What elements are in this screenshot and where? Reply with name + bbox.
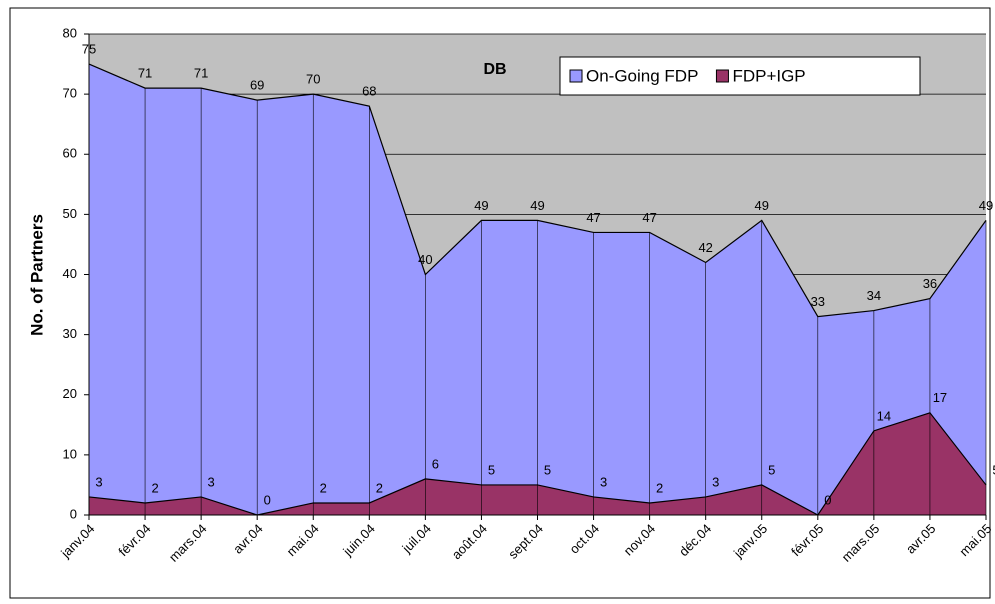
data-label: 47	[642, 210, 656, 225]
data-label: 2	[376, 480, 383, 495]
data-label: 71	[194, 66, 208, 81]
y-tick-label: 80	[63, 25, 77, 40]
data-label: 0	[264, 492, 271, 507]
data-label: 49	[979, 198, 993, 213]
data-label: 33	[811, 294, 825, 309]
data-label: 2	[151, 480, 158, 495]
data-label: 36	[923, 276, 937, 291]
data-label: 14	[877, 408, 891, 423]
data-label: 49	[474, 198, 488, 213]
data-label: 5	[768, 462, 775, 477]
area-outline	[88, 63, 987, 318]
y-tick-label: 30	[63, 326, 77, 341]
data-label: 2	[656, 480, 663, 495]
data-label: 71	[138, 66, 152, 81]
chart-title: DB	[483, 61, 506, 78]
y-tick-label: 0	[70, 506, 77, 521]
data-label: 68	[362, 84, 376, 99]
data-label: 5	[992, 462, 995, 477]
data-label: 3	[712, 474, 719, 489]
data-label: 0	[824, 492, 831, 507]
data-label: 17	[933, 390, 947, 405]
data-label: 69	[250, 78, 264, 93]
legend	[559, 56, 921, 96]
data-label: 42	[698, 240, 712, 255]
data-label: 49	[755, 198, 769, 213]
data-label: 34	[867, 288, 881, 303]
legend-swatch	[715, 69, 729, 83]
y-tick-label: 50	[63, 206, 77, 221]
y-tick-label: 10	[63, 446, 77, 461]
legend-swatch	[569, 69, 583, 83]
data-label: 3	[600, 474, 607, 489]
data-label: 5	[544, 462, 551, 477]
data-label: 2	[320, 480, 327, 495]
y-tick-label: 60	[63, 146, 77, 161]
legend-label: On-Going FDP	[586, 66, 698, 85]
data-label: 6	[432, 456, 439, 471]
data-label: 47	[586, 210, 600, 225]
data-label: 5	[488, 462, 495, 477]
data-label: 40	[418, 252, 432, 267]
legend-label: FDP+IGP	[732, 66, 805, 85]
y-axis-label: No. of Partners	[27, 214, 46, 336]
y-tick-label: 20	[63, 386, 77, 401]
data-label: 70	[306, 72, 320, 87]
y-tick-label: 70	[63, 86, 77, 101]
legend-items: On-Going FDP FDP+IGP	[569, 66, 806, 85]
data-label: 49	[530, 198, 544, 213]
y-tick-label: 40	[63, 266, 77, 281]
plot	[88, 33, 987, 516]
data-label: 3	[95, 474, 102, 489]
data-label: 3	[208, 474, 215, 489]
